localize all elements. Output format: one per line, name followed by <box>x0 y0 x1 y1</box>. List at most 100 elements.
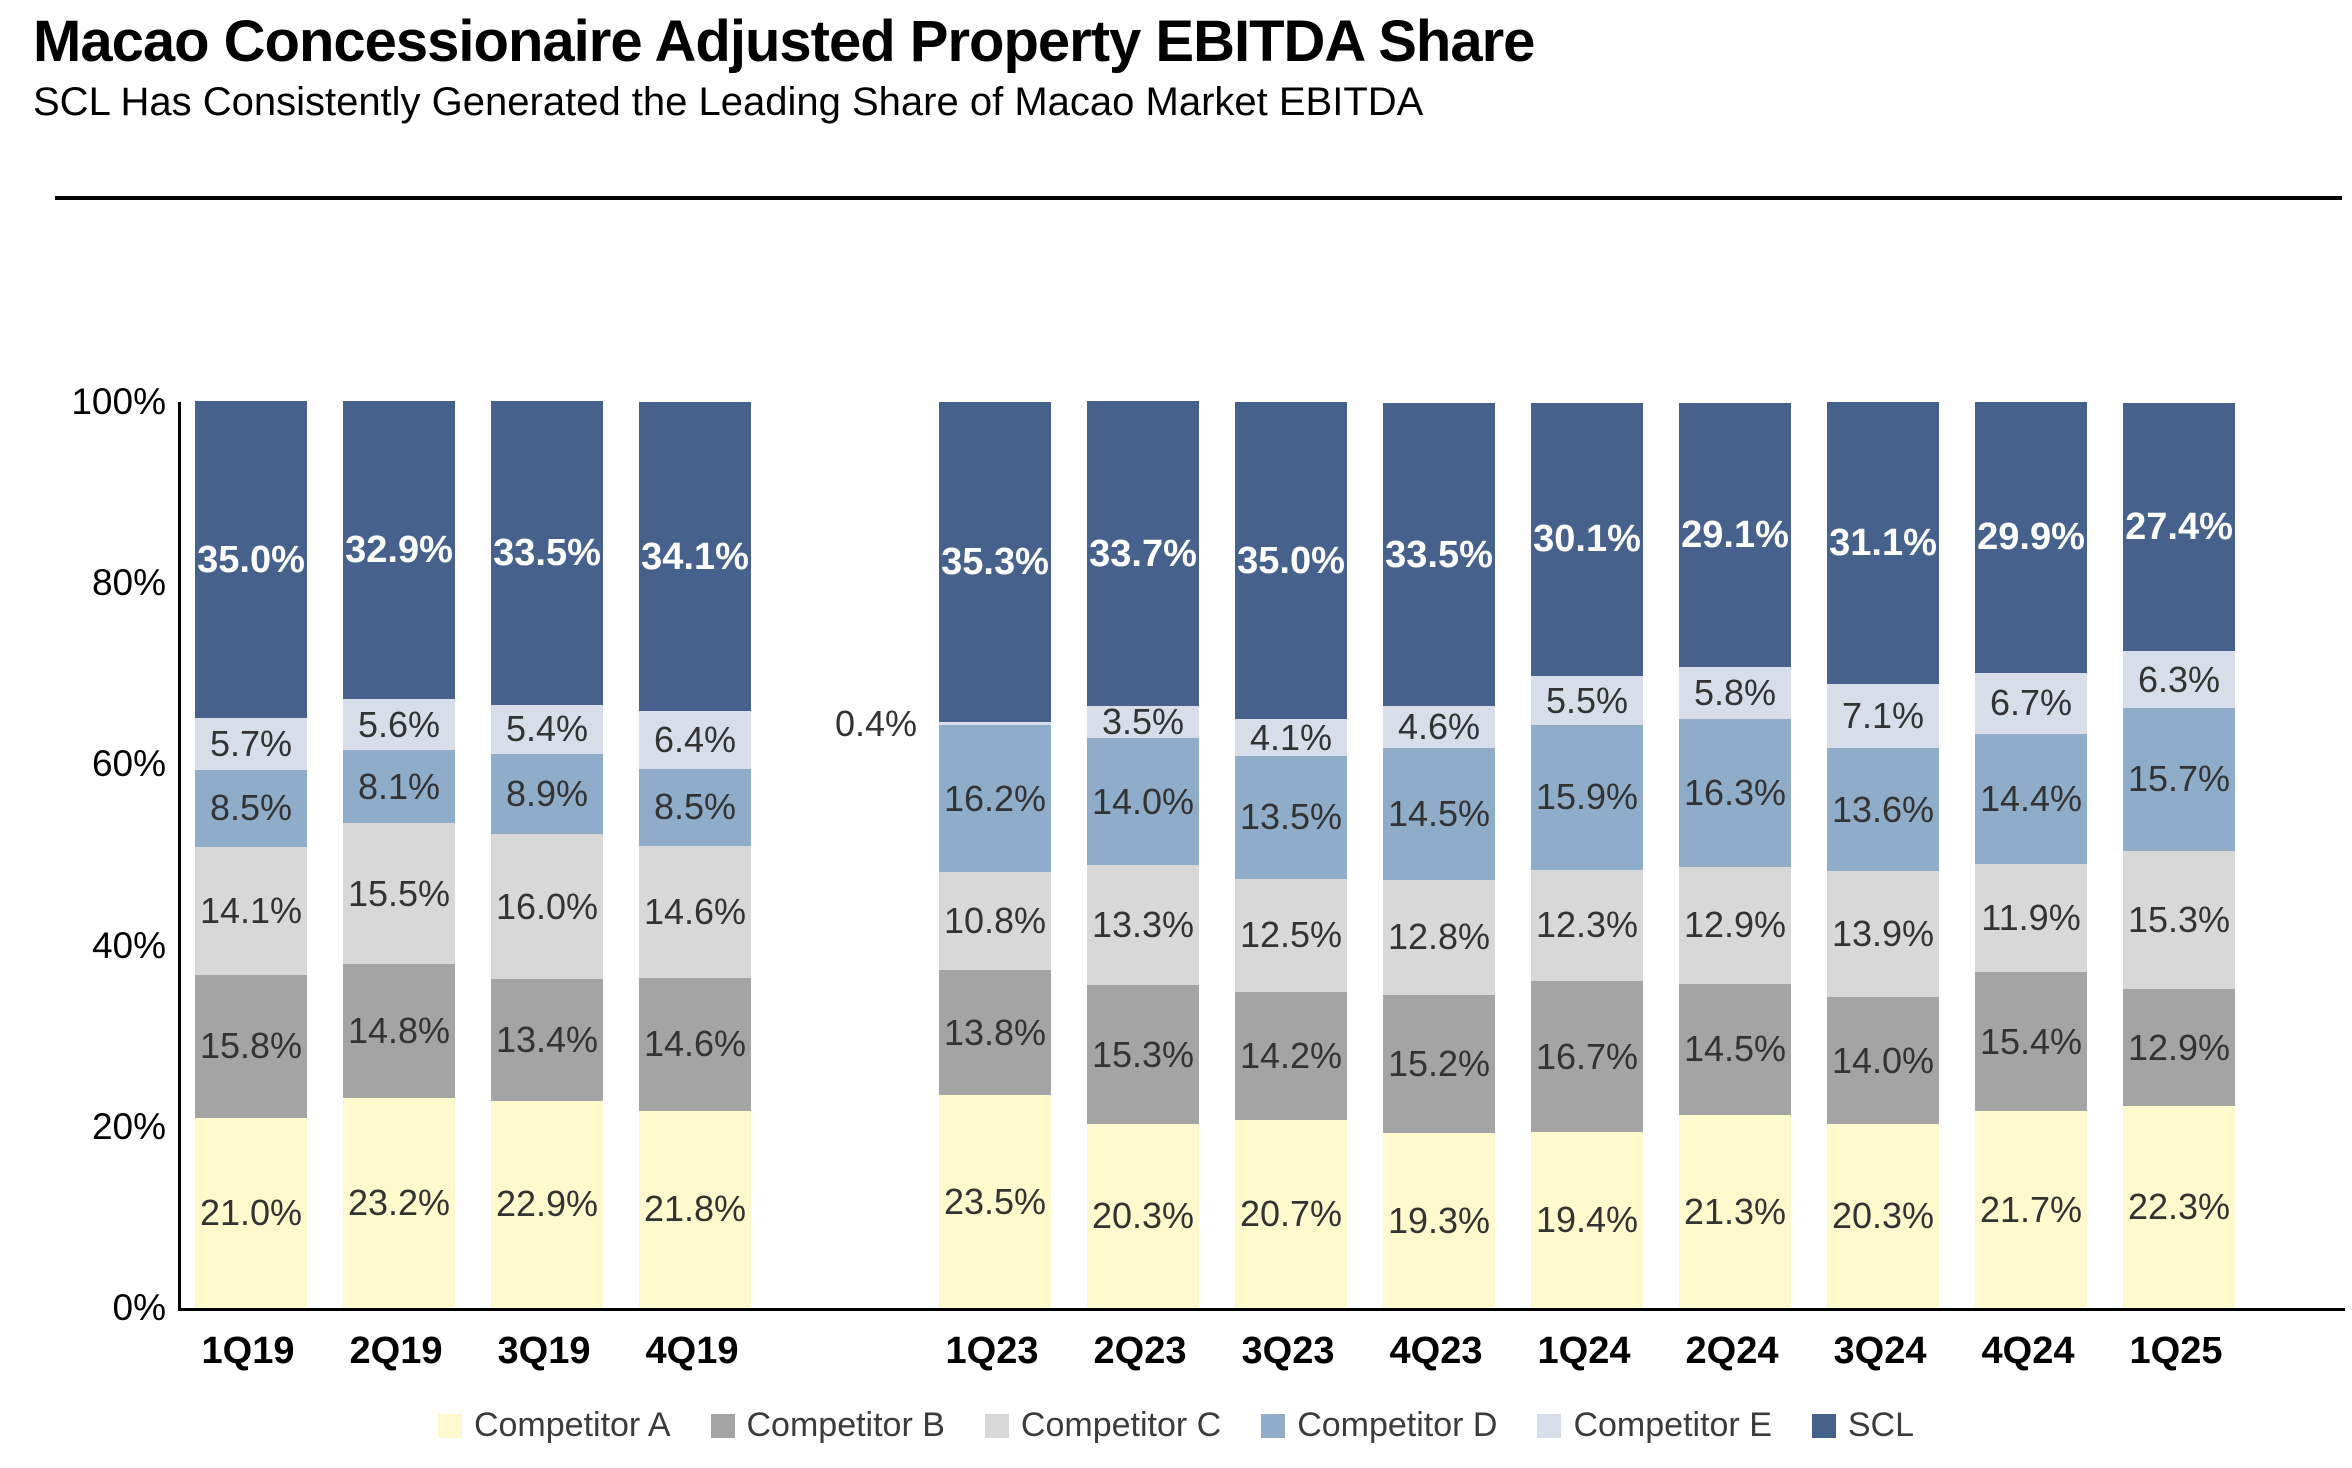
segment-scl: 34.1% <box>639 402 751 711</box>
x-axis: 1Q19 2Q19 3Q19 4Q19 1Q23 2Q23 3Q23 4Q23 1Q24 2Q24… <box>178 1330 2342 1373</box>
segment-label: 0.4% <box>834 702 917 744</box>
segment-scl: 30.1% <box>1531 402 1643 676</box>
y-axis-tick-label: 0% <box>112 1287 166 1328</box>
segment-competitor-b: 14.2% <box>1235 991 1347 1121</box>
segment-label: 20.7% <box>1239 1193 1343 1235</box>
y-axis-tick-label: 80% <box>91 562 166 604</box>
segment-label: 15.5% <box>347 872 451 914</box>
segment-label: 13.8% <box>943 1011 1047 1053</box>
segment-competitor-d: 14.0% <box>1087 738 1199 865</box>
segment-competitor-c: 15.5% <box>343 823 455 964</box>
x-axis-label-1q25: 1Q25 <box>2129 1330 2223 1372</box>
segment-label: 13.3% <box>1091 904 1195 946</box>
segment-competitor-c: 14.1% <box>195 846 307 975</box>
x-axis-label-1q24: 1Q24 <box>1537 1330 1631 1372</box>
segment-label: 22.3% <box>2127 1185 2231 1227</box>
segment-label: 16.3% <box>1683 771 1787 813</box>
segment-scl: 33.7% <box>1087 401 1199 707</box>
group-spacer <box>784 1330 900 1331</box>
segment-label: 6.4% <box>653 718 737 760</box>
segment-competitor-d: 8.5% <box>195 769 307 847</box>
segment-competitor-a: 19.4% <box>1531 1132 1643 1308</box>
segment-competitor-d: 15.7% <box>2123 708 2235 851</box>
x-axis-label-3q19: 3Q19 <box>497 1330 591 1372</box>
segment-competitor-e: 3.5% <box>1087 704 1199 740</box>
segment-label: 12.9% <box>1683 904 1787 946</box>
segment-scl: 35.3% <box>939 402 1051 722</box>
segment-label: 23.5% <box>943 1180 1047 1222</box>
segment-label: 8.5% <box>653 786 737 828</box>
segment-competitor-c: 15.3% <box>2123 850 2235 990</box>
x-axis-label-1q19: 1Q19 <box>201 1330 295 1372</box>
segment-label: 27.4% <box>2125 506 2233 549</box>
segment-scl: 33.5% <box>491 401 603 705</box>
bar-1q23: 23.5% 13.8% 10.8% 16.2% 0.4% 35.3% <box>835 402 1051 1308</box>
group-spacer <box>787 1307 903 1308</box>
segment-competitor-e: 5.4% <box>491 704 603 754</box>
segment-competitor-e: 4.1% <box>1235 719 1347 757</box>
title-divider-line <box>55 196 2342 200</box>
legend-item-competitor-a: Competitor A <box>437 1406 671 1445</box>
segment-competitor-a: 21.0% <box>195 1117 307 1308</box>
segment-competitor-d: 8.1% <box>343 749 455 824</box>
segment-label: 10.8% <box>943 900 1047 942</box>
x-axis-label-2q24: 2Q24 <box>1685 1330 1779 1372</box>
segment-label: 29.1% <box>1681 513 1789 556</box>
legend-item-scl: SCL <box>1811 1406 1915 1445</box>
bar-4q24: 21.7% 15.4% 11.9% 14.4% 6.7% 29.9% <box>1975 402 2087 1308</box>
legend-swatch-competitor-d <box>1261 1413 1286 1438</box>
segment-label: 15.7% <box>2127 758 2231 800</box>
bar-4q23: 19.3% 15.2% 12.8% 14.5% 4.6% 33.5% <box>1383 402 1495 1308</box>
bar-3q23: 20.7% 14.2% 12.5% 13.5% 4.1% 35.0% <box>1235 402 1347 1308</box>
segment-label: 35.0% <box>1237 539 1345 582</box>
x-axis-label-4q19: 4Q19 <box>645 1330 739 1372</box>
segment-competitor-a: 19.3% <box>1383 1133 1495 1308</box>
legend-item-competitor-b: Competitor B <box>710 1406 945 1445</box>
segment-scl: 35.0% <box>1235 402 1347 720</box>
segment-competitor-e: 6.4% <box>639 711 751 769</box>
segment-competitor-b: 14.5% <box>1679 983 1791 1116</box>
segment-label: 32.9% <box>345 529 453 572</box>
segment-label: 30.1% <box>1533 518 1641 561</box>
y-axis-tick-label: 20% <box>91 1105 166 1147</box>
bar-3q24: 20.3% 14.0% 13.9% 13.6% 7.1% 31.1% <box>1827 402 1939 1308</box>
segment-label: 22.9% <box>495 1183 599 1225</box>
y-axis-tick-label: 60% <box>91 743 166 785</box>
segment-label: 20.3% <box>1831 1195 1935 1237</box>
segment-competitor-c: 11.9% <box>1975 864 2087 972</box>
segment-competitor-d: 8.5% <box>639 768 751 846</box>
segment-label: 5.8% <box>1693 671 1777 713</box>
segment-label: 14.2% <box>1239 1035 1343 1077</box>
legend-swatch-competitor-b <box>710 1413 735 1438</box>
segment-label: 6.3% <box>2137 658 2221 700</box>
segment-competitor-b: 15.3% <box>1087 985 1199 1125</box>
legend-label-competitor-d: Competitor D <box>1297 1406 1498 1444</box>
segment-competitor-d: 16.3% <box>1679 719 1791 867</box>
segment-competitor-e: 7.1% <box>1827 683 1939 749</box>
segment-competitor-c: 12.3% <box>1531 869 1643 981</box>
segment-competitor-a: 21.8% <box>639 1110 751 1308</box>
legend-label-scl: SCL <box>1847 1406 1915 1444</box>
segment-scl: 29.1% <box>1679 402 1791 667</box>
legend-label-competitor-a: Competitor A <box>473 1406 671 1444</box>
segment-competitor-b: 15.4% <box>1975 971 2087 1112</box>
segment-competitor-d: 15.9% <box>1531 725 1643 870</box>
segment-label: 12.3% <box>1535 904 1639 946</box>
x-axis-label-2q19: 2Q19 <box>349 1330 443 1372</box>
segment-label: 15.8% <box>199 1025 303 1067</box>
x-axis-label-2q23: 2Q23 <box>1093 1330 1187 1372</box>
segment-label: 8.1% <box>357 765 441 807</box>
segment-competitor-e: 5.6% <box>343 699 455 750</box>
segment-label: 14.5% <box>1387 792 1491 834</box>
y-axis: 0% 20% 40% 60% 80% 100% <box>0 382 166 1328</box>
segment-label: 33.5% <box>493 531 601 574</box>
legend-swatch-competitor-e <box>1537 1413 1562 1438</box>
segment-label: 8.9% <box>505 772 589 814</box>
segment-competitor-b: 14.6% <box>639 978 751 1111</box>
bar-1q24: 19.4% 16.7% 12.3% 15.9% 5.5% 30.1% <box>1531 402 1643 1308</box>
segment-label: 5.4% <box>505 708 589 750</box>
bar-2q19: 23.2% 14.8% 15.5% 8.1% 5.6% 32.9% <box>343 401 455 1308</box>
segment-competitor-b: 13.4% <box>491 979 603 1101</box>
segment-label: 15.2% <box>1387 1043 1491 1085</box>
